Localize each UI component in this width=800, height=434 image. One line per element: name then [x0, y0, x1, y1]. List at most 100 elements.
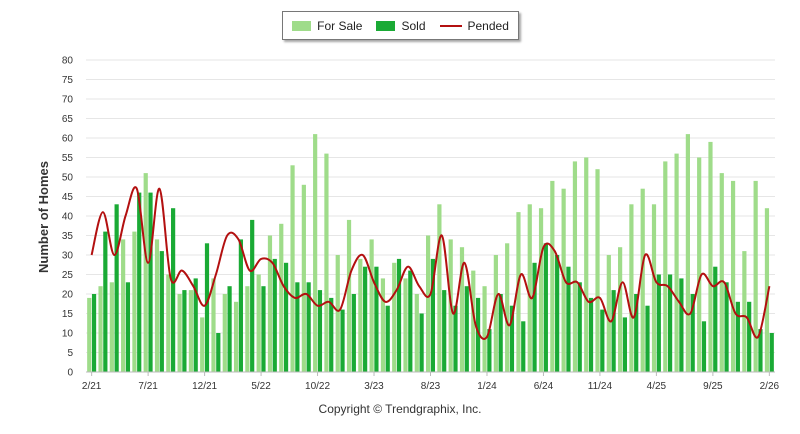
for-sale-bar[interactable] — [629, 204, 634, 372]
sold-bar[interactable] — [408, 270, 413, 372]
sold-bar[interactable] — [713, 266, 718, 372]
sold-bar[interactable] — [329, 297, 334, 372]
for-sale-bar[interactable] — [98, 286, 103, 372]
for-sale-bar[interactable] — [211, 278, 216, 372]
sold-bar[interactable] — [114, 204, 119, 372]
sold-bar[interactable] — [272, 258, 277, 372]
for-sale-bar[interactable] — [708, 141, 713, 372]
sold-bar[interactable] — [159, 251, 164, 372]
sold-bar[interactable] — [735, 301, 740, 372]
sold-bar[interactable] — [227, 286, 232, 372]
for-sale-bar[interactable] — [764, 208, 770, 372]
for-sale-bar[interactable] — [640, 188, 645, 372]
sold-bar[interactable] — [453, 305, 458, 372]
sold-bar[interactable] — [656, 274, 661, 373]
sold-bar[interactable] — [91, 294, 97, 372]
sold-bar[interactable] — [521, 321, 526, 372]
sold-bar[interactable] — [317, 290, 323, 372]
for-sale-bar[interactable] — [426, 235, 431, 373]
for-sale-bar[interactable] — [584, 157, 589, 373]
for-sale-bar[interactable] — [222, 294, 227, 372]
for-sale-bar[interactable] — [505, 243, 510, 372]
for-sale-bar[interactable] — [595, 169, 600, 372]
sold-bar[interactable] — [103, 231, 108, 372]
for-sale-bar[interactable] — [730, 180, 736, 372]
for-sale-bar[interactable] — [290, 165, 295, 372]
sold-bar[interactable] — [509, 305, 515, 372]
for-sale-bar[interactable] — [719, 173, 724, 372]
for-sale-bar[interactable] — [358, 258, 363, 372]
sold-bar[interactable] — [690, 294, 695, 372]
sold-bar[interactable] — [634, 294, 639, 372]
for-sale-bar[interactable] — [256, 274, 261, 373]
sold-bar[interactable] — [125, 282, 131, 372]
sold-bar[interactable] — [396, 258, 402, 372]
sold-bar[interactable] — [769, 333, 774, 372]
sold-bar[interactable] — [283, 262, 289, 372]
for-sale-bar[interactable] — [279, 223, 284, 372]
sold-bar[interactable] — [137, 192, 142, 372]
for-sale-bar[interactable] — [516, 212, 521, 372]
sold-bar[interactable] — [464, 286, 469, 372]
sold-bar[interactable] — [385, 305, 390, 372]
for-sale-bar[interactable] — [200, 317, 205, 372]
sold-bar[interactable] — [498, 294, 503, 372]
for-sale-bar[interactable] — [753, 180, 758, 372]
sold-bar[interactable] — [701, 321, 707, 372]
for-sale-bar[interactable] — [493, 255, 498, 372]
sold-bar[interactable] — [216, 333, 221, 372]
legend-item-pended[interactable]: Pended — [439, 19, 509, 33]
sold-bar[interactable] — [148, 192, 153, 372]
for-sale-bar[interactable] — [471, 270, 476, 372]
for-sale-bar[interactable] — [572, 161, 578, 372]
for-sale-bar[interactable] — [459, 247, 465, 372]
sold-bar[interactable] — [724, 282, 729, 372]
legend-item-for-sale[interactable]: For Sale — [292, 19, 362, 33]
sold-bar[interactable] — [238, 239, 243, 372]
sold-bar[interactable] — [419, 313, 424, 373]
sold-bar[interactable] — [543, 243, 548, 372]
for-sale-bar[interactable] — [538, 208, 544, 372]
for-sale-bar[interactable] — [166, 274, 171, 373]
for-sale-bar[interactable] — [663, 161, 668, 372]
sold-bar[interactable] — [645, 305, 650, 372]
for-sale-bar[interactable] — [392, 262, 397, 372]
for-sale-bar[interactable] — [143, 173, 148, 372]
for-sale-bar[interactable] — [369, 239, 374, 372]
for-sale-bar[interactable] — [188, 290, 194, 372]
for-sale-bar[interactable] — [313, 134, 318, 372]
sold-bar[interactable] — [295, 282, 300, 372]
sold-bar[interactable] — [340, 309, 345, 372]
sold-bar[interactable] — [667, 274, 673, 373]
for-sale-bar[interactable] — [651, 204, 657, 372]
for-sale-bar[interactable] — [437, 204, 442, 372]
for-sale-bar[interactable] — [267, 235, 273, 373]
sold-bar[interactable] — [679, 278, 684, 372]
legend-item-sold[interactable]: Sold — [376, 19, 426, 33]
sold-bar[interactable] — [430, 258, 435, 372]
sold-bar[interactable] — [747, 301, 752, 372]
for-sale-bar[interactable] — [233, 301, 239, 372]
sold-bar[interactable] — [351, 294, 356, 372]
sold-bar[interactable] — [555, 255, 560, 372]
for-sale-bar[interactable] — [301, 184, 306, 372]
for-sale-bar[interactable] — [324, 153, 329, 372]
sold-bar[interactable] — [250, 219, 255, 372]
for-sale-bar[interactable] — [87, 297, 92, 372]
sold-bar[interactable] — [758, 329, 763, 372]
for-sale-bar[interactable] — [482, 286, 487, 372]
for-sale-bar[interactable] — [561, 188, 566, 372]
for-sale-bar[interactable] — [685, 134, 690, 372]
sold-bar[interactable] — [171, 208, 176, 372]
for-sale-bar[interactable] — [109, 282, 114, 372]
for-sale-bar[interactable] — [335, 255, 340, 372]
for-sale-bar[interactable] — [550, 180, 555, 372]
sold-bar[interactable] — [588, 297, 594, 372]
for-sale-bar[interactable] — [380, 278, 386, 372]
sold-bar[interactable] — [487, 329, 492, 372]
sold-bar[interactable] — [374, 266, 379, 372]
for-sale-bar[interactable] — [527, 204, 532, 372]
for-sale-bar[interactable] — [121, 239, 126, 372]
for-sale-bar[interactable] — [742, 251, 747, 372]
sold-bar[interactable] — [577, 282, 582, 372]
